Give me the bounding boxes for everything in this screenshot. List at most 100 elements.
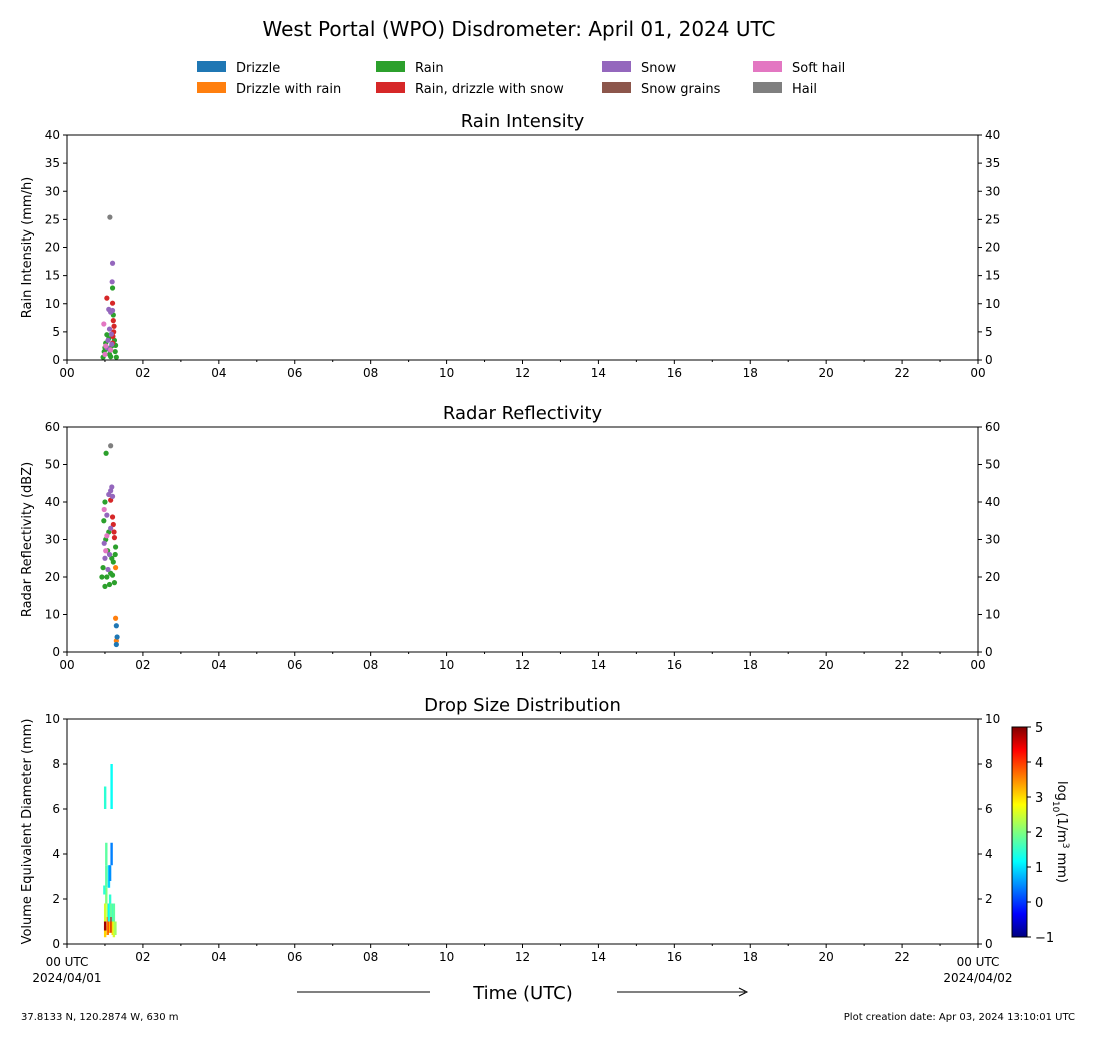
x-tick-label: 12 bbox=[515, 658, 530, 672]
y-tick-label-left: 30 bbox=[45, 533, 60, 547]
data-point bbox=[109, 341, 115, 347]
colorbar-tick-label: 3 bbox=[1035, 791, 1043, 806]
x-tick-label: 00 bbox=[59, 366, 74, 380]
x-tick-label: 02 bbox=[135, 658, 150, 672]
x-end-time: 00 UTC bbox=[957, 955, 1000, 969]
heatmap-cell bbox=[103, 903, 107, 922]
y-axis-label: Rain Intensity (mm/h) bbox=[20, 177, 35, 319]
data-point bbox=[110, 559, 116, 565]
data-point bbox=[107, 214, 113, 220]
data-point bbox=[109, 285, 116, 291]
data-point bbox=[108, 331, 115, 337]
heatmap-cell bbox=[108, 921, 112, 933]
x-start-label: 00 UTC 2024/04/01 bbox=[32, 955, 101, 985]
x-tick-label: 18 bbox=[743, 950, 758, 964]
legend-item: Snow bbox=[602, 61, 676, 76]
y-tick-label-right: 5 bbox=[985, 325, 993, 339]
colorbar-tick-label: 0 bbox=[1035, 896, 1043, 911]
heatmap-cell bbox=[108, 865, 112, 881]
plot-frame bbox=[66, 718, 979, 945]
legend-label: Snow bbox=[641, 61, 676, 76]
data-point bbox=[112, 551, 118, 558]
data-point bbox=[110, 521, 116, 528]
data-point bbox=[104, 295, 110, 301]
legend-swatch bbox=[197, 82, 226, 93]
heatmap-cell bbox=[105, 842, 108, 866]
y-tick-label-right: 10 bbox=[985, 297, 1000, 311]
y-tick-label-left: 20 bbox=[45, 570, 60, 584]
x-tick-label: 22 bbox=[894, 366, 909, 380]
data-point bbox=[109, 307, 116, 314]
panel-title: Drop Size Distribution bbox=[424, 695, 621, 716]
heatmap-cell bbox=[103, 926, 107, 938]
data-point bbox=[104, 332, 110, 338]
x-start-date: 2024/04/01 bbox=[32, 971, 101, 985]
x-tick-label: 08 bbox=[363, 658, 378, 672]
data-point bbox=[112, 544, 119, 550]
y-tick-label-right: 50 bbox=[985, 458, 1000, 472]
data-point bbox=[106, 326, 113, 332]
legend-label: Drizzle with rain bbox=[236, 82, 341, 97]
x-tick-label: 04 bbox=[211, 658, 226, 672]
y-tick-label-left: 0 bbox=[52, 353, 60, 367]
data-point bbox=[103, 450, 109, 456]
y-tick-label-left: 8 bbox=[52, 757, 60, 771]
y-tick-label-right: 6 bbox=[985, 802, 993, 816]
x-axis-arrowhead bbox=[738, 987, 749, 997]
legend-swatch bbox=[753, 61, 782, 72]
y-tick-label-right: 20 bbox=[985, 570, 1000, 584]
legend-label: Soft hail bbox=[792, 61, 845, 76]
data-point bbox=[103, 343, 109, 349]
heatmap-cell bbox=[103, 921, 107, 931]
y-tick-label-left: 60 bbox=[45, 420, 60, 434]
x-tick-label: 02 bbox=[135, 366, 150, 380]
x-axis-label: Time (UTC) bbox=[472, 983, 573, 1004]
legend-swatch bbox=[602, 82, 631, 93]
data-point bbox=[99, 574, 105, 580]
x-tick-label: 06 bbox=[287, 366, 302, 380]
data-point bbox=[104, 512, 110, 518]
y-tick-label-right: 40 bbox=[985, 495, 1000, 509]
colorbar-tick-label: 4 bbox=[1035, 756, 1043, 771]
y-tick-label-right: 15 bbox=[985, 269, 1000, 283]
data-point bbox=[101, 321, 107, 327]
y-tick-label-left: 40 bbox=[45, 128, 60, 142]
legend-item: Rain, drizzle with snow bbox=[376, 82, 564, 97]
data-point bbox=[101, 540, 107, 546]
legend-label: Rain bbox=[415, 61, 444, 76]
data-point bbox=[101, 506, 107, 513]
y-tick-label-left: 0 bbox=[52, 937, 60, 951]
y-tick-label-right: 10 bbox=[985, 608, 1000, 622]
y-tick-label-left: 6 bbox=[52, 802, 60, 816]
legend-swatch bbox=[376, 61, 405, 72]
legend-label: Snow grains bbox=[641, 82, 721, 97]
legend-item: Rain bbox=[376, 61, 444, 76]
data-point bbox=[104, 533, 110, 539]
panel-title: Radar Reflectivity bbox=[443, 403, 603, 424]
y-tick-label-left: 30 bbox=[45, 184, 60, 198]
footer-creation-date: Plot creation date: Apr 03, 2024 13:10:0… bbox=[844, 1012, 1075, 1023]
x-tick-label: 06 bbox=[287, 950, 302, 964]
y-axis-label: Volume Equivalent Diameter (mm) bbox=[20, 719, 35, 945]
data-point bbox=[111, 580, 118, 586]
y-tick-label-left: 4 bbox=[52, 847, 60, 861]
x-tick-label: 10 bbox=[439, 366, 454, 380]
x-end-label: 00 UTC 2024/04/02 bbox=[943, 955, 1012, 985]
data-point bbox=[109, 279, 115, 285]
y-tick-label-left: 35 bbox=[45, 156, 60, 170]
colorbar-label-part: (1/m bbox=[1054, 812, 1069, 842]
data-point bbox=[102, 351, 108, 357]
data-point bbox=[111, 535, 118, 541]
heatmap-cell bbox=[110, 764, 113, 809]
y-tick-label-right: 2 bbox=[985, 892, 993, 906]
data-point bbox=[101, 518, 107, 524]
legend-label: Drizzle bbox=[236, 61, 280, 76]
x-tick-label: 22 bbox=[894, 658, 909, 672]
x-tick-label: 20 bbox=[819, 658, 834, 672]
legend-swatch bbox=[376, 82, 405, 93]
legend-label: Rain, drizzle with snow bbox=[415, 82, 564, 97]
heatmap-cell bbox=[108, 894, 112, 922]
